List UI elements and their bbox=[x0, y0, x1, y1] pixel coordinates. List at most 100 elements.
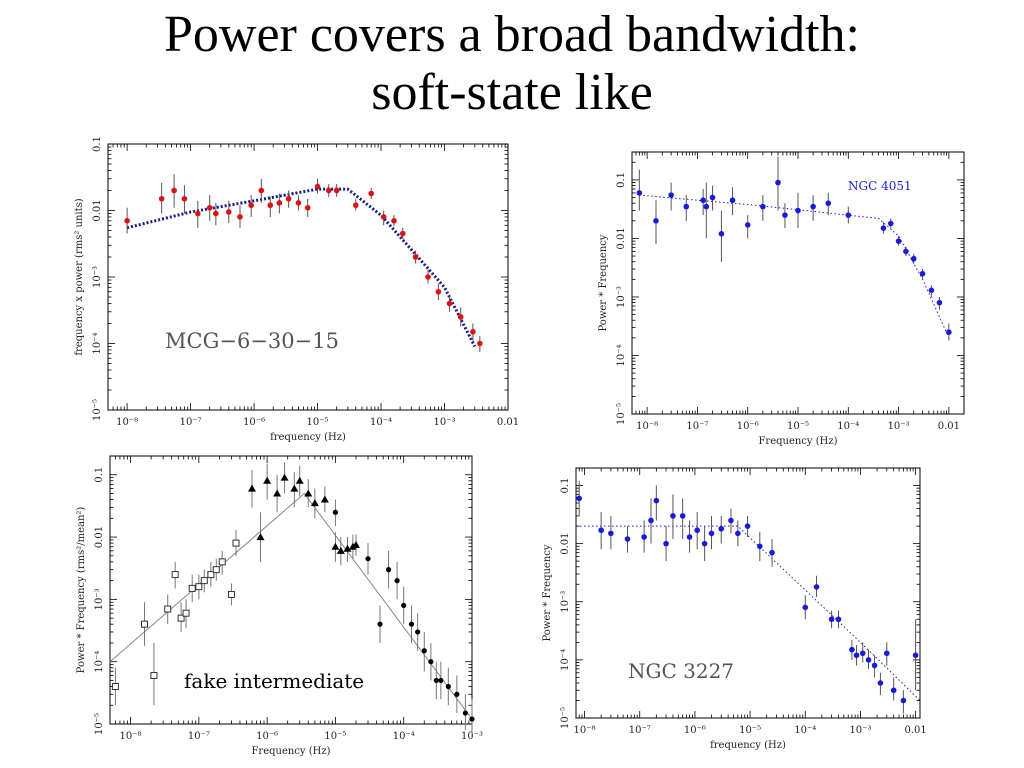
data-point bbox=[425, 274, 431, 280]
y-axis-label: Power * Frequency bbox=[598, 234, 609, 331]
data-point bbox=[835, 616, 842, 623]
y-tick-label: 10⁻⁴ bbox=[616, 344, 627, 366]
data-point bbox=[919, 270, 926, 277]
x-tick-label: 10⁻⁷ bbox=[686, 421, 708, 432]
data-point bbox=[258, 187, 265, 194]
y-tick-label: 10⁻³ bbox=[560, 591, 571, 613]
data-point bbox=[903, 248, 909, 255]
data-point bbox=[849, 646, 855, 653]
x-axis-label: Frequency (Hz) bbox=[251, 746, 330, 757]
data-point bbox=[828, 616, 835, 623]
x-tick-label: 10⁻⁶ bbox=[243, 417, 265, 428]
x-tick-label: 10⁻⁸ bbox=[636, 421, 658, 432]
tick-marks bbox=[107, 143, 509, 411]
y-tick-label: 10⁻⁴ bbox=[94, 651, 105, 673]
data-point bbox=[181, 195, 188, 202]
chart-annotation: NGC 3227 bbox=[628, 659, 734, 683]
data-point bbox=[470, 328, 476, 335]
x-tick-label: 0.01 bbox=[904, 725, 926, 736]
x-axis-label: Frequency (Hz) bbox=[758, 436, 837, 447]
data-point bbox=[462, 710, 468, 716]
data-point bbox=[877, 680, 884, 686]
data-point bbox=[394, 578, 400, 584]
x-tick-label: 10⁻⁵ bbox=[787, 421, 809, 432]
x-tick-label: 10⁻⁴ bbox=[837, 421, 859, 432]
data-point bbox=[883, 650, 890, 657]
data-point bbox=[295, 200, 302, 206]
data-series bbox=[111, 529, 240, 706]
data-point bbox=[668, 192, 674, 198]
data-point bbox=[890, 687, 897, 694]
model-curve bbox=[639, 194, 950, 339]
data-point bbox=[310, 499, 319, 507]
data-point bbox=[124, 218, 130, 224]
data-point bbox=[368, 190, 375, 197]
data-point bbox=[256, 533, 265, 541]
y-tick-label: 0.1 bbox=[92, 136, 103, 152]
data-series bbox=[247, 462, 360, 566]
x-tick-label: 10⁻³ bbox=[434, 417, 456, 428]
x-tick-label: 10⁻⁶ bbox=[256, 731, 278, 742]
data-point bbox=[182, 609, 190, 617]
data-point bbox=[865, 657, 872, 663]
data-point bbox=[207, 571, 215, 579]
x-tick-label: 10⁻⁴ bbox=[794, 725, 816, 736]
data-point bbox=[213, 210, 219, 217]
data-point bbox=[795, 207, 801, 214]
data-series bbox=[576, 480, 919, 714]
data-point bbox=[735, 530, 741, 537]
data-point bbox=[280, 473, 289, 481]
chart-annotation: NGC 4051 bbox=[848, 179, 912, 193]
data-point bbox=[708, 530, 715, 537]
y-tick-label: 10⁻³ bbox=[94, 588, 105, 610]
data-point bbox=[853, 652, 860, 659]
data-point bbox=[446, 300, 453, 307]
data-point bbox=[728, 517, 734, 524]
data-point bbox=[267, 202, 274, 209]
x-tick-label: 10⁻⁵ bbox=[739, 725, 761, 736]
data-point bbox=[331, 542, 340, 550]
data-point bbox=[880, 225, 887, 231]
data-point bbox=[438, 677, 444, 684]
chart-ngc-4051: 10⁻⁸ 10⁻⁷ 10⁻⁶ 10⁻⁵ 10⁻⁴ 10⁻³ 0.01 10⁻⁵ 10⁻⁴ 10⁻³… bbox=[598, 151, 965, 447]
x-tick-label: 10⁻⁷ bbox=[629, 725, 651, 736]
data-point bbox=[195, 210, 201, 217]
data-point bbox=[469, 716, 475, 722]
x-tick-label: 10⁻⁸ bbox=[120, 731, 142, 742]
data-point bbox=[377, 621, 383, 627]
data-point bbox=[769, 549, 775, 556]
data-point bbox=[433, 677, 439, 684]
data-point bbox=[457, 314, 464, 320]
data-point bbox=[421, 648, 427, 654]
data-point bbox=[200, 577, 208, 585]
data-point bbox=[686, 534, 693, 540]
data-point bbox=[218, 558, 226, 566]
data-point bbox=[718, 231, 725, 237]
data-series bbox=[636, 156, 952, 341]
data-point bbox=[825, 200, 832, 207]
data-point bbox=[928, 287, 935, 294]
x-tick-label: 10⁻⁶ bbox=[684, 725, 706, 736]
data-point bbox=[399, 230, 406, 237]
y-tick-label: 10⁻⁴ bbox=[560, 649, 571, 671]
data-point bbox=[304, 204, 311, 211]
data-point bbox=[663, 540, 669, 547]
data-point bbox=[158, 195, 165, 202]
data-point bbox=[150, 672, 158, 680]
y-tick-label: 10⁻⁵ bbox=[94, 713, 105, 735]
data-point bbox=[813, 584, 820, 590]
x-tick-label: 10⁻⁸ bbox=[116, 417, 138, 428]
x-tick-label: 0.01 bbox=[938, 421, 960, 432]
data-point bbox=[408, 621, 415, 627]
data-point bbox=[802, 604, 809, 611]
data-point bbox=[164, 605, 172, 613]
data-point bbox=[412, 254, 419, 260]
x-tick-label: 10⁻⁷ bbox=[188, 731, 210, 742]
x-tick-label: 10⁻⁴ bbox=[393, 731, 415, 742]
data-point bbox=[171, 571, 179, 579]
data-point bbox=[744, 222, 751, 228]
data-point bbox=[247, 484, 256, 492]
data-point bbox=[576, 495, 582, 502]
data-point bbox=[757, 543, 763, 550]
data-point bbox=[895, 238, 902, 244]
